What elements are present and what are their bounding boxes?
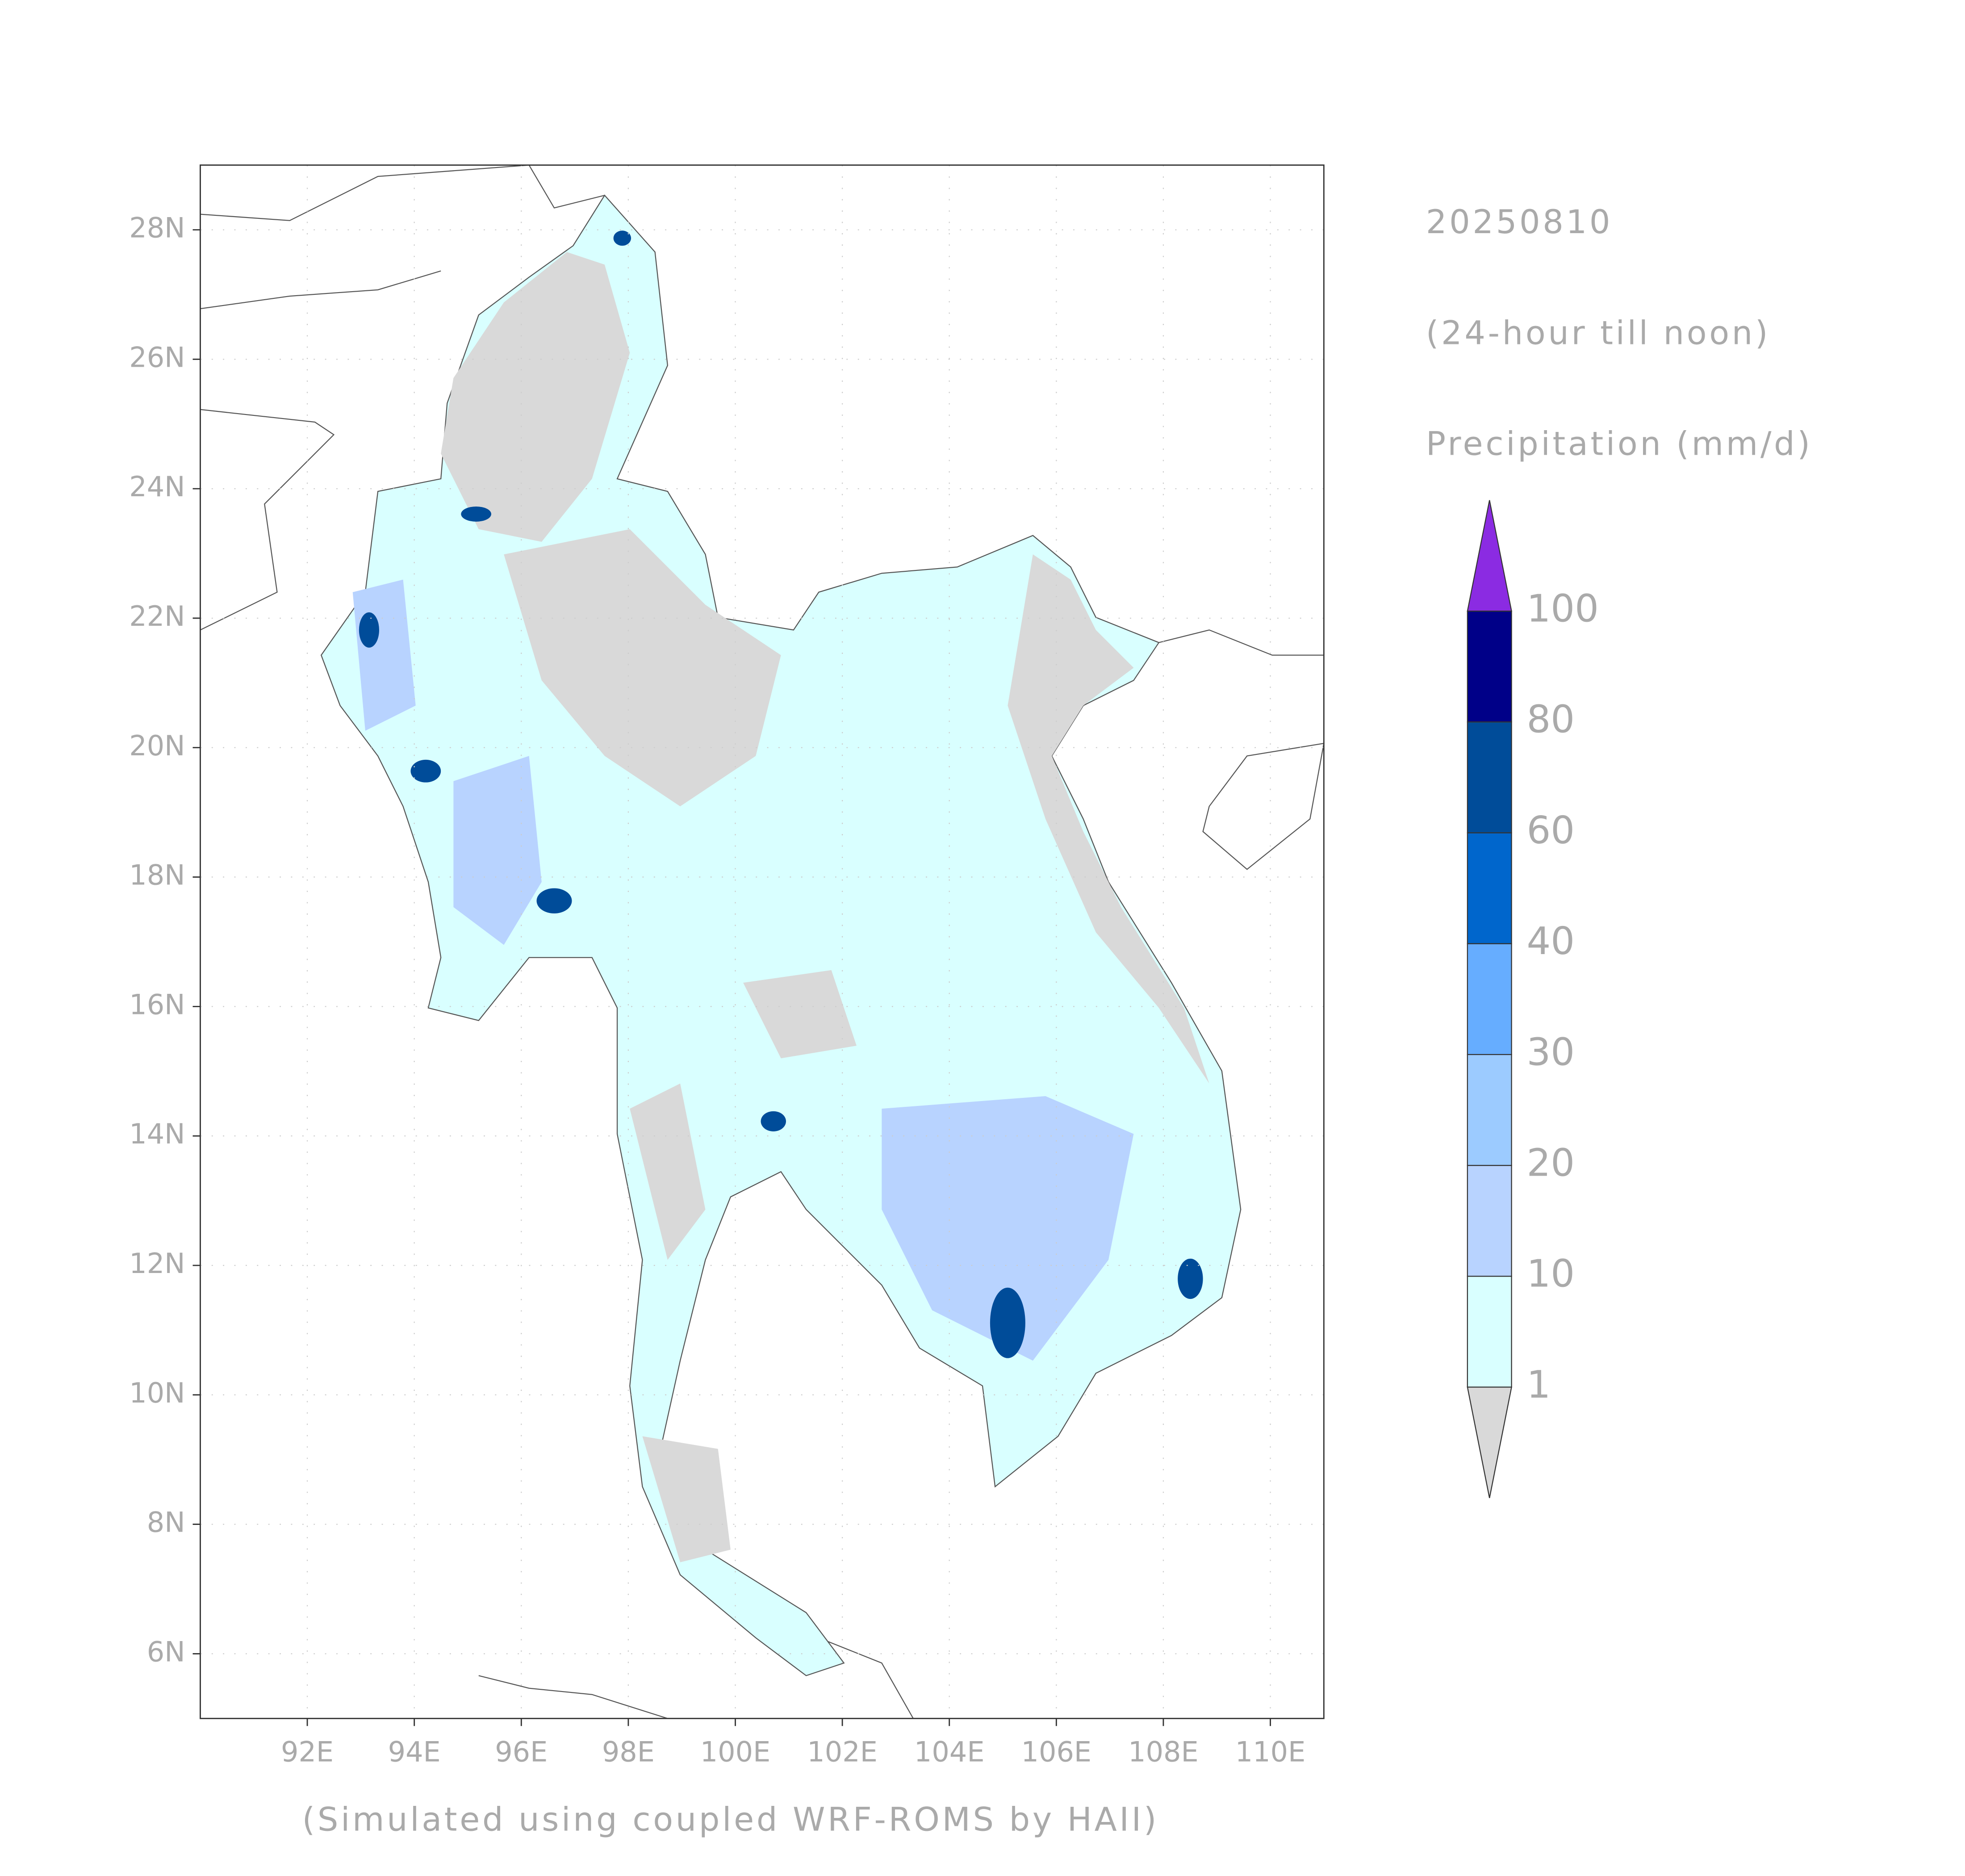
heavy-areas [359, 230, 1203, 1358]
colorbar-label: 20 [1526, 1141, 1575, 1185]
wet-area [453, 756, 542, 945]
dry-area [743, 970, 857, 1059]
heavy-area [1178, 1258, 1203, 1299]
colorbar-box [1467, 1054, 1512, 1166]
heavy-area [990, 1287, 1025, 1358]
colorbar-label: 1 [1526, 1362, 1551, 1407]
dry-area [441, 252, 630, 542]
axes: 92E 94E 96E 98E 100E 102E 104E 106E 108E 110E 6N 8N… [129, 212, 1305, 1768]
y-tick-label: 6N [147, 1635, 185, 1668]
x-tick-label: 104E [914, 1735, 985, 1768]
y-tick-label: 24N [129, 470, 185, 503]
colorbar-label: 30 [1526, 1030, 1575, 1074]
colorbar-box [1467, 943, 1512, 1055]
x-tick-label: 106E [1021, 1735, 1092, 1768]
y-tick-label: 14N [129, 1118, 185, 1150]
land-outline [200, 164, 1325, 1719]
dry-area [630, 1083, 706, 1260]
dry-area [642, 1436, 731, 1562]
x-tick-label: 102E [807, 1735, 878, 1768]
heavy-area [761, 1111, 786, 1131]
colorbar-box [1467, 721, 1512, 833]
colorbar-box [1467, 610, 1512, 723]
heavy-area [410, 759, 441, 783]
wet-area [882, 1096, 1134, 1361]
heavy-area [461, 506, 491, 522]
heavy-area [359, 612, 379, 648]
y-tick-label: 28N [129, 212, 185, 244]
y-tick-label: 22N [129, 600, 185, 632]
colorbar-over [1467, 500, 1512, 612]
y-tick-label: 12N [129, 1247, 185, 1280]
map-frame [200, 164, 1325, 1719]
x-tick-label: 96E [495, 1735, 548, 1768]
y-tick-label: 10N [129, 1377, 185, 1409]
dry-areas [441, 252, 1209, 1562]
colorbar-under [1467, 1386, 1512, 1498]
colorbar-label: 80 [1526, 697, 1575, 741]
colorbar-box [1467, 832, 1512, 944]
colorbar: 1 10 20 30 40 60 80 100 [1467, 500, 1599, 1498]
x-tick-label: 94E [388, 1735, 441, 1768]
x-tick-label: 100E [700, 1735, 771, 1768]
dry-area [504, 529, 781, 807]
map-subtitle: (24-hour till noon) [1426, 314, 1770, 352]
colorbar-box [1467, 1164, 1512, 1277]
colorbar-label: 60 [1526, 808, 1575, 852]
wet-areas [352, 579, 1134, 1361]
colorbar-box [1467, 1276, 1512, 1388]
variable-label: Precipitation (mm/d) [1426, 425, 1813, 463]
colorbar-label: 10 [1526, 1252, 1575, 1296]
y-tick-label: 20N [129, 729, 185, 762]
x-tick-label: 110E [1235, 1735, 1306, 1768]
heavy-area [613, 230, 631, 246]
footnote: (Simulated using coupled WRF-ROMS by HAI… [302, 1801, 1159, 1839]
x-tick-label: 108E [1128, 1735, 1199, 1768]
dry-area [1008, 554, 1209, 1084]
x-tick-label: 98E [602, 1735, 655, 1768]
y-tick-label: 26N [129, 341, 185, 373]
y-tick-label: 8N [147, 1506, 185, 1539]
colorbar-label: 100 [1526, 586, 1599, 630]
colorbar-label: 40 [1526, 919, 1575, 963]
x-tick-label: 92E [281, 1735, 334, 1768]
y-tick-label: 16N [129, 988, 185, 1021]
map-field [200, 164, 1325, 1719]
heavy-area [536, 888, 572, 913]
y-tick-label: 18N [129, 859, 185, 892]
map-date: 20250810 [1426, 203, 1613, 241]
